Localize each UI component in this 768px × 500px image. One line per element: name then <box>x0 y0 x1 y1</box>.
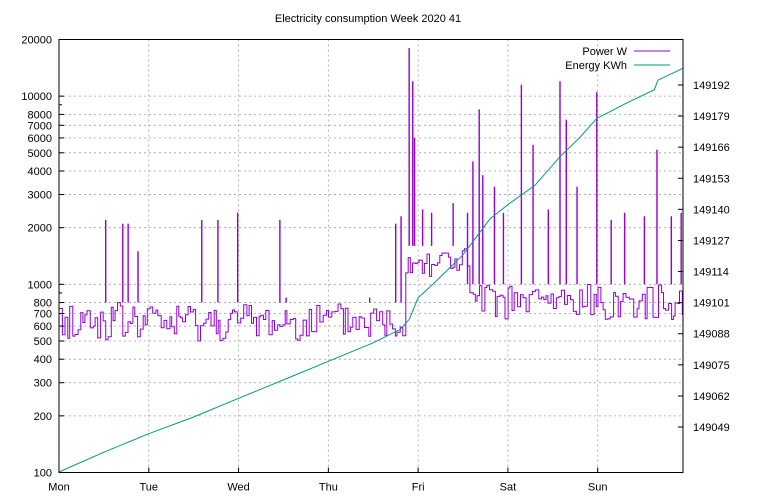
right-tick-label: 149075 <box>693 360 730 372</box>
left-tick-label: 300 <box>34 378 52 390</box>
left-tick-label: 400 <box>34 354 52 366</box>
x-tick-label: Tue <box>140 482 159 494</box>
left-tick-label: 500 <box>34 336 52 348</box>
left-tick-label: 10000 <box>21 91 52 103</box>
left-tick-label: 8000 <box>28 109 52 121</box>
grid <box>59 39 683 473</box>
left-tick-label: 200 <box>34 411 52 423</box>
legend: Power W Energy KWh <box>565 46 670 72</box>
left-tick-label: 3000 <box>28 190 52 202</box>
right-tick-label: 149114 <box>693 267 729 279</box>
right-tick-label: 149140 <box>693 204 730 216</box>
left-tick-label: 600 <box>34 321 52 333</box>
chart-title: Electricity consumption Week 2020 41 <box>275 13 461 25</box>
left-tick-label: 2000 <box>28 223 52 235</box>
left-tick-label: 5000 <box>28 148 52 160</box>
right-tick-label: 149088 <box>693 329 730 341</box>
left-tick-label: 6000 <box>28 133 52 145</box>
right-tick-label: 149166 <box>693 142 730 154</box>
right-tick-label: 149127 <box>693 235 730 247</box>
x-tick-label: Thu <box>319 482 338 494</box>
legend-label-power: Power W <box>582 46 627 58</box>
legend-label-energy: Energy KWh <box>565 60 627 72</box>
x-tick-label: Wed <box>227 482 249 494</box>
right-y-axis: 149049 149062 149075 149088 149101 149114 1491… <box>678 80 730 434</box>
energy-line <box>58 67 684 473</box>
plot-frame <box>58 39 684 473</box>
right-tick-label: 149049 <box>693 422 730 434</box>
power-line <box>59 248 683 342</box>
right-tick-label: 149101 <box>693 298 730 310</box>
left-tick-label: 100 <box>34 468 52 480</box>
left-tick-label: 1000 <box>28 279 52 291</box>
energy-series <box>58 67 684 473</box>
left-tick-label: 4000 <box>28 166 52 178</box>
power-series <box>59 48 683 342</box>
right-tick-label: 149192 <box>693 80 730 92</box>
left-tick-label: 800 <box>34 298 52 310</box>
x-tick-label: Sun <box>588 482 608 494</box>
x-axis: Mon Tue Wed Thu Fri Sat Sun <box>48 467 608 494</box>
right-tick-label: 149062 <box>693 391 730 403</box>
left-tick-label: 7000 <box>28 120 52 132</box>
x-tick-label: Fri <box>412 482 425 494</box>
left-tick-label: 700 <box>34 308 52 320</box>
x-tick-label: Sat <box>500 482 517 494</box>
left-tick-label: 20000 <box>21 35 52 47</box>
right-tick-label: 149179 <box>693 111 730 123</box>
x-tick-label: Mon <box>48 482 69 494</box>
right-tick-label: 149153 <box>693 173 730 185</box>
